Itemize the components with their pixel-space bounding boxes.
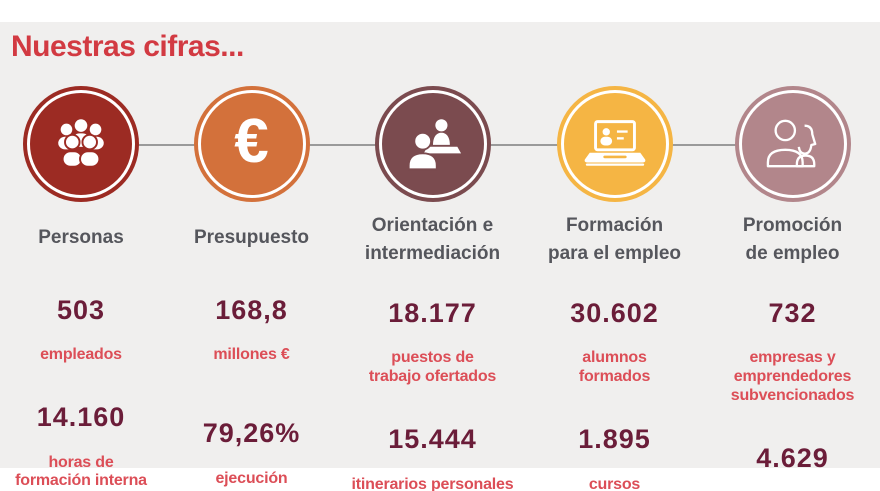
stat-caption: horas de formación interna [15, 453, 147, 490]
formacion-stat-2: 1.895 cursos finalizados [574, 407, 654, 491]
stat-caption: millones € [213, 346, 290, 364]
column-orientacion: Orientación e intermediación 18.177 pues… [341, 86, 524, 491]
promocion-stat-1: 732 empresas y emprendedores subvenciona… [730, 281, 855, 424]
column-personas: Personas 503 empleados 14.160 horas de f… [0, 86, 162, 491]
page-title: Nuestras cifras... [11, 30, 244, 63]
man-woman-icon [762, 116, 824, 172]
stat-caption: empleados [40, 346, 122, 364]
presupuesto-circle: € [193, 86, 310, 202]
promocion-label: Promoción de empleo [742, 215, 843, 264]
stat-value: 18.177 [388, 298, 477, 329]
orientacion-stat-1: 18.177 puestos de trabajo ofertados [369, 281, 496, 405]
stat-caption: itinerarios personales de empleo [351, 475, 514, 491]
stat-value: 168,8 [215, 295, 288, 325]
promocion-stat-2: 4.629 empleos [756, 426, 829, 491]
personas-circle [23, 86, 139, 202]
presupuesto-stat-1: 168,8 millones € [213, 278, 289, 383]
stat-value: 15.444 [388, 424, 477, 455]
stat-value: 503 [56, 295, 106, 325]
orientacion-stat-2: 15.444 itinerarios personales de empleo [352, 407, 514, 491]
personas-stat-1: 503 empleados [40, 278, 122, 383]
stat-caption: puestos de trabajo ofertados [368, 349, 497, 386]
presupuesto-stat-2: 79,26% ejecución [203, 401, 301, 491]
stat-value: 30.602 [570, 298, 659, 329]
formacion-label: Formación para el empleo [547, 215, 682, 264]
orientacion-label: Orientación e intermediación [364, 215, 501, 264]
formacion-stat-1: 30.602 alumnos formados [570, 281, 659, 405]
promocion-circle [734, 86, 851, 202]
stat-value: 14.160 [36, 402, 126, 433]
stat-caption: ejecución [215, 469, 288, 487]
column-formacion: Formación para el empleo 30.602 alumnos … [524, 86, 705, 491]
stat-value: 732 [768, 298, 817, 329]
column-promocion: Promoción de empleo 732 empresas y empre… [705, 86, 880, 491]
stat-value: 79,26% [202, 418, 301, 449]
presupuesto-label: Presupuesto [193, 227, 310, 249]
stat-caption: cursos finalizados [588, 475, 641, 491]
column-presupuesto: € Presupuesto 168,8 millones € 79,26% ej… [162, 86, 341, 491]
personas-label: Personas [38, 227, 124, 249]
stat-value: 4.629 [756, 443, 829, 474]
stat-value: 1.895 [578, 424, 651, 455]
personas-stat-2: 14.160 horas de formación interna [15, 385, 147, 491]
stat-caption: empresas y emprendedores subvencionados [730, 349, 855, 405]
orientacion-circle [374, 86, 491, 202]
people-group-icon [50, 116, 112, 172]
euro-icon: € [234, 107, 269, 176]
laptop-elearning-icon [580, 119, 650, 169]
stat-caption: alumnos formados [578, 349, 651, 386]
columns-row: Personas 503 empleados 14.160 horas de f… [0, 86, 880, 491]
formacion-circle [556, 86, 673, 202]
counseling-icon [403, 115, 463, 173]
